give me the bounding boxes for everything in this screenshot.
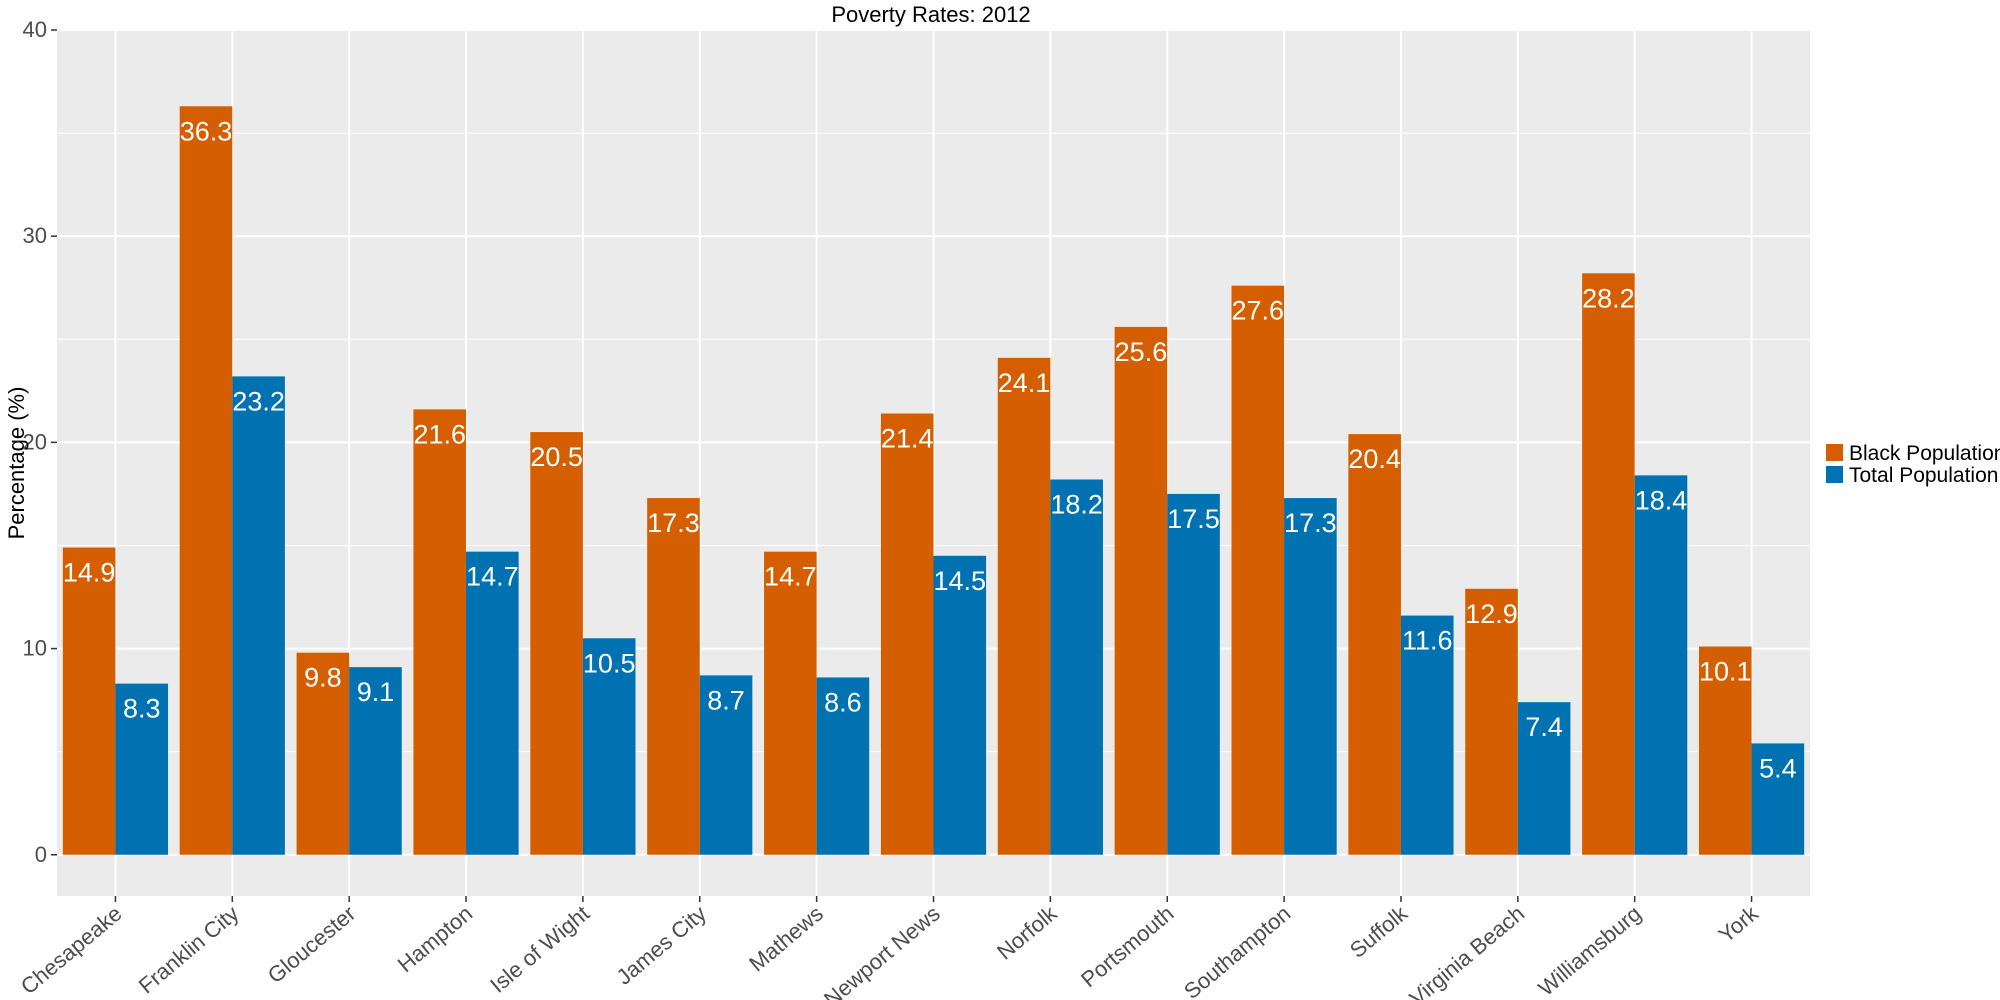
bar-total-population-mathews xyxy=(816,677,870,855)
bar-black-population-york xyxy=(1698,646,1752,855)
bar-black-population-virginia-beach xyxy=(1465,588,1518,855)
bar-value-label: 20.4 xyxy=(1348,444,1401,474)
bar-value-label: 24.1 xyxy=(998,368,1051,398)
bar-total-population-suffolk xyxy=(1400,615,1454,855)
bar-value-label: 7.4 xyxy=(1525,712,1563,742)
bar-value-label: 36.3 xyxy=(180,116,233,146)
x-category-label: Suffolk xyxy=(1345,900,1413,963)
bar-total-population-portsmouth xyxy=(1167,493,1220,855)
bar-value-label: 21.6 xyxy=(413,419,466,449)
bar-black-population-chesapeake xyxy=(62,547,116,855)
bar-total-population-isle-of-wight xyxy=(582,638,636,855)
bar-black-population-james-city xyxy=(647,498,700,855)
x-category-label: Franklin City xyxy=(134,901,244,999)
bar-value-label: 9.8 xyxy=(304,663,342,693)
bar-value-label: 17.3 xyxy=(1284,508,1337,538)
x-category-label: Southampton xyxy=(1179,901,1295,1000)
x-category-label: Williamsburg xyxy=(1533,901,1646,1000)
bar-black-population-norfolk xyxy=(997,357,1051,855)
x-axis: Chesapeake Franklin City Gloucester Hampton… xyxy=(16,896,1764,1000)
y-tick-label: 20 xyxy=(23,429,47,454)
bar-value-label: 23.2 xyxy=(232,386,285,416)
bar-value-label: 17.3 xyxy=(647,508,700,538)
bar-value-label: 10.1 xyxy=(1699,657,1752,687)
bar-total-population-gloucester xyxy=(349,667,402,855)
x-category-label: Chesapeake xyxy=(16,901,127,1000)
bar-value-label: 17.5 xyxy=(1167,504,1220,534)
bar-value-label: 14.7 xyxy=(764,562,817,592)
bar-value-label: 8.6 xyxy=(824,687,862,717)
legend-swatch xyxy=(1826,466,1843,483)
x-category-label: Portsmouth xyxy=(1076,901,1178,992)
bars xyxy=(62,106,1805,855)
bar-total-population-york xyxy=(1751,743,1805,855)
bar-value-label: 18.2 xyxy=(1050,489,1103,519)
x-category-label: York xyxy=(1714,900,1764,948)
bar-total-population-williamsburg xyxy=(1634,475,1688,855)
bar-black-population-franklin-city xyxy=(179,106,233,855)
bar-value-label: 5.4 xyxy=(1759,753,1797,783)
x-category-label: Virginia Beach xyxy=(1405,901,1529,1000)
bar-total-population-southampton xyxy=(1284,498,1337,855)
y-tick-label: 30 xyxy=(23,223,47,248)
legend-entry-label: Total Population xyxy=(1849,464,1998,487)
y-axis: 0 10 20 30 40 xyxy=(23,17,57,867)
bar-value-label: 14.5 xyxy=(934,566,987,596)
bar-value-label: 14.7 xyxy=(466,562,519,592)
bar-value-label: 8.3 xyxy=(123,694,161,724)
bar-value-label: 18.4 xyxy=(1635,485,1688,515)
bar-total-population-newport-news xyxy=(933,555,987,855)
bar-black-population-southampton xyxy=(1231,285,1285,855)
bar-value-label: 28.2 xyxy=(1582,283,1635,313)
bar-value-label: 9.1 xyxy=(357,677,395,707)
x-category-label: Norfolk xyxy=(992,900,1062,965)
bar-value-label: 14.9 xyxy=(63,558,116,588)
bar-value-label: 10.5 xyxy=(583,648,636,678)
bar-value-label: 12.9 xyxy=(1465,599,1518,629)
x-category-label: Newport News xyxy=(819,901,945,1000)
bar-total-population-chesapeake xyxy=(115,683,169,855)
bar-value-label: 11.6 xyxy=(1402,626,1453,656)
bar-black-population-hampton xyxy=(413,409,467,855)
x-category-label: Hampton xyxy=(393,901,477,978)
bar-black-population-suffolk xyxy=(1348,434,1401,855)
bar-value-label: 8.7 xyxy=(707,685,745,715)
y-tick-label: 0 xyxy=(35,842,47,867)
legend-swatch xyxy=(1826,444,1843,461)
chart-title: Poverty Rates: 2012 xyxy=(831,2,1030,27)
y-tick-label: 10 xyxy=(23,636,47,661)
bar-total-population-franklin-city xyxy=(232,376,285,855)
bar-black-population-newport-news xyxy=(880,413,934,855)
bar-black-population-williamsburg xyxy=(1582,273,1635,855)
bar-labels: 14.9 36.3 9.8 21.6 20.5 17.3 14.7 21.4 24.1 25.6 2… xyxy=(63,116,1797,783)
legend-entry-label: Black Population xyxy=(1849,442,2000,465)
x-category-label: Isle of Wight xyxy=(485,901,594,998)
bar-black-population-mathews xyxy=(764,551,817,855)
x-category-label: Mathews xyxy=(744,901,828,977)
x-category-label: Gloucester xyxy=(263,901,361,989)
bar-black-population-isle-of-wight xyxy=(530,432,583,855)
bar-total-population-norfolk xyxy=(1050,479,1103,855)
bar-value-label: 20.5 xyxy=(530,442,583,472)
y-tick-label: 40 xyxy=(23,17,47,42)
x-category-label: James City xyxy=(612,901,711,990)
bar-total-population-james-city xyxy=(699,675,753,855)
bar-black-population-portsmouth xyxy=(1114,326,1168,855)
bar-black-population-gloucester xyxy=(296,652,350,855)
y-axis-title: Percentage (%) xyxy=(4,387,29,540)
bar-total-population-hampton xyxy=(466,551,519,855)
bar-value-label: 27.6 xyxy=(1232,296,1285,326)
bar-value-label: 21.4 xyxy=(881,424,934,454)
bar-value-label: 25.6 xyxy=(1115,337,1168,367)
bar-total-population-virginia-beach xyxy=(1517,702,1571,855)
